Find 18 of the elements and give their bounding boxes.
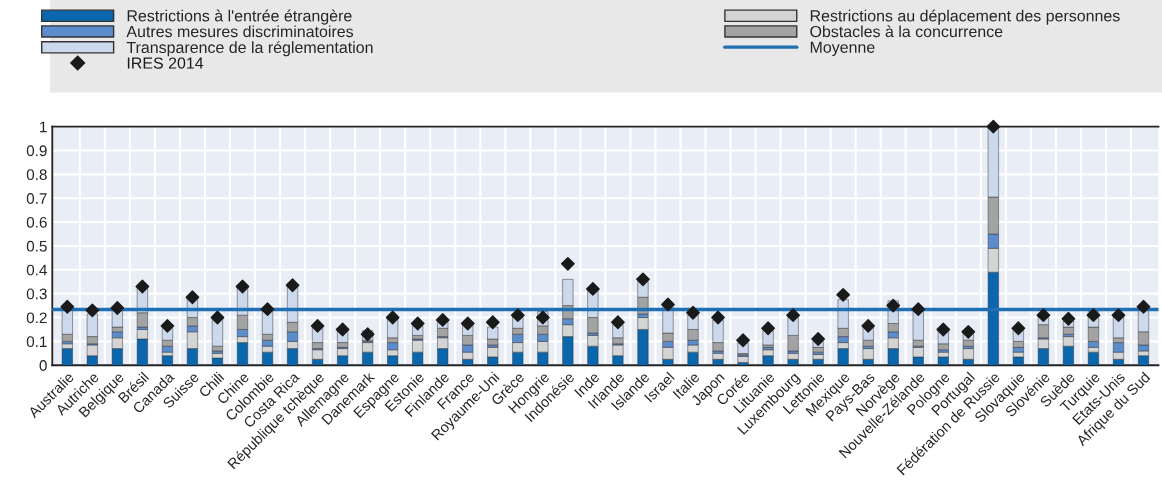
legend-label: Transparence de la réglementation [126, 41, 373, 57]
y-tick-label: 0.8 [26, 169, 47, 181]
y-tick-label: 0.2 [26, 312, 47, 324]
y-tick-label: 0.9 [26, 145, 47, 157]
y-tick-label: 1 [40, 121, 47, 133]
legend-label: Autres mesures discriminatoires [126, 25, 354, 38]
y-tick-label: 0 [39, 360, 47, 371]
legend-label: Obstacles à la concurrence [810, 25, 1003, 38]
y-tick-label: 0.4 [26, 264, 47, 276]
y-tick-label: 0.3 [26, 288, 47, 300]
y-tick-label: 0.5 [26, 240, 47, 252]
text: IRES 2014 [127, 57, 204, 69]
legend-label: Moyenne [810, 41, 875, 57]
legend-label: Restrictions à l'entrée étrangère [127, 9, 352, 25]
y-tick-label: 0.6 [26, 216, 47, 228]
legend-label: Restrictions au déplacement des personnes [810, 9, 1120, 25]
y-tick-label: 0.7 [26, 193, 47, 204]
y-tick-label: 0.1 [26, 336, 47, 348]
